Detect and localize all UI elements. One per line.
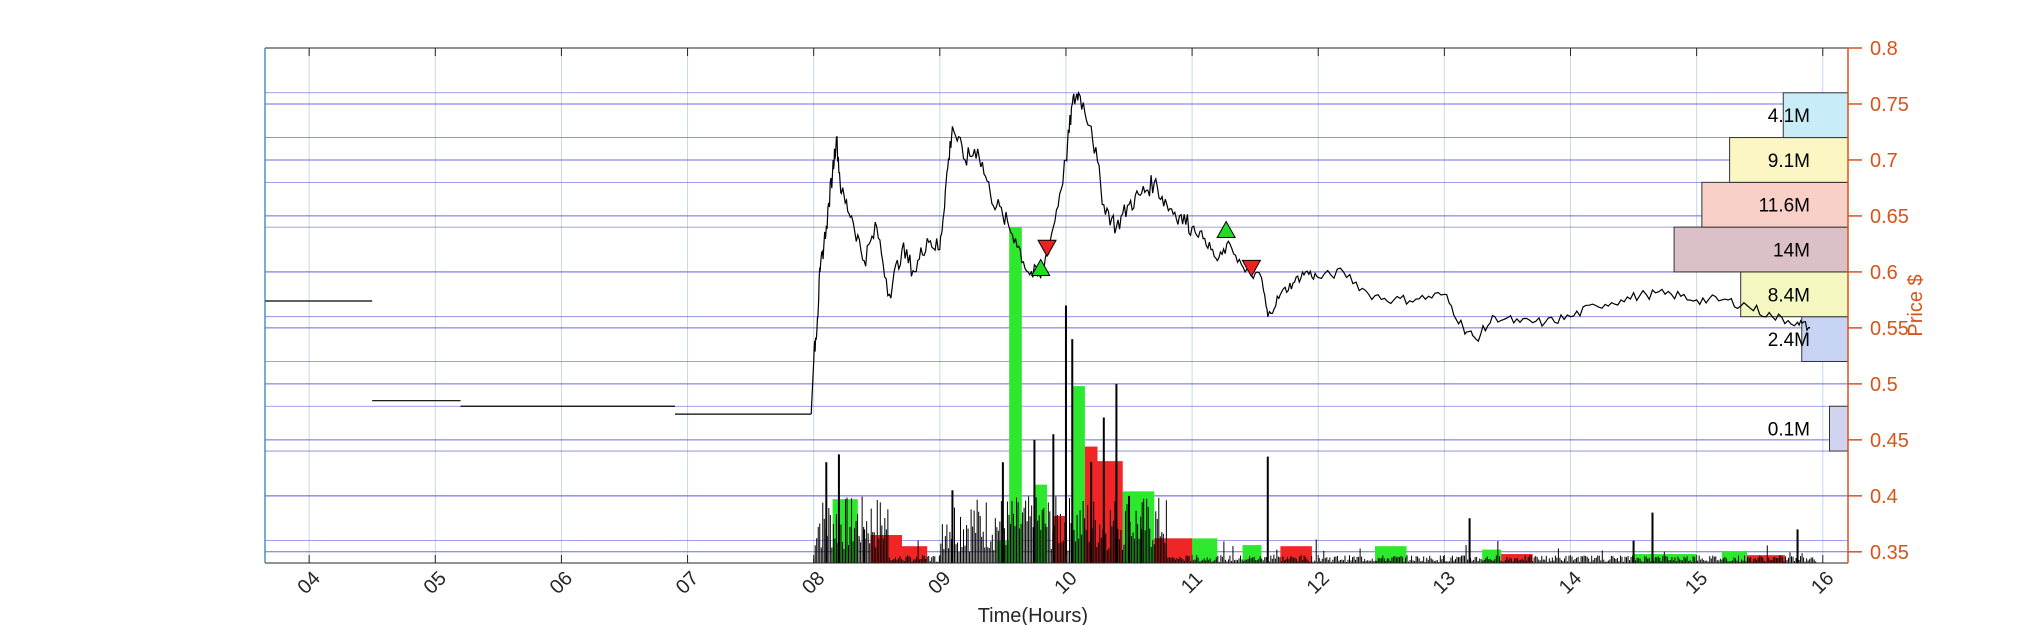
volume-profile-bar	[1701, 181, 1849, 228]
volume-profile-label: 11.6M	[1759, 196, 1810, 217]
volume-bar-buy	[1633, 554, 1697, 563]
volume-bar-sell	[1053, 515, 1066, 563]
volume-profile-label: 0.1M	[1768, 420, 1810, 441]
sell-marker	[1037, 239, 1057, 258]
sell-marker	[1241, 259, 1262, 278]
volume-bar-buy	[1721, 551, 1748, 563]
y-tick-label: 0.4	[1870, 486, 1898, 508]
volume-profile-bar	[1729, 137, 1849, 183]
y-tick-label: 0.65	[1870, 206, 1909, 228]
y-tick-label: 0.6	[1870, 262, 1898, 284]
volume-profile-bar	[1782, 92, 1849, 139]
volume-bar-sell	[1747, 555, 1785, 563]
y-axis-label: Price $	[1905, 274, 1927, 336]
y-tick-label: 0.7	[1870, 150, 1898, 172]
volume-profile-bar	[1801, 316, 1849, 362]
volume-profile-label: 14M	[1773, 241, 1810, 262]
volume-profile-bar	[1829, 405, 1849, 452]
volume-bar-buy	[1009, 227, 1022, 563]
volume-profile-label: 9.1M	[1768, 151, 1810, 172]
y-tick-label: 0.75	[1870, 94, 1909, 116]
volume-bar-buy	[1242, 545, 1262, 563]
buy-marker	[1030, 258, 1051, 277]
y-tick-label: 0.5	[1870, 374, 1898, 396]
volume-bar-sell	[1501, 554, 1533, 563]
buy-marker	[1216, 220, 1237, 238]
y-tick-label: 0.8	[1870, 38, 1898, 60]
price-line	[810, 90, 1811, 415]
volume-profile-label: 2.4M	[1768, 330, 1810, 351]
x-axis-label: Time(Hours)	[978, 605, 1088, 625]
volume-profile-label: 4.1M	[1768, 106, 1810, 127]
y-tick-label: 0.35	[1870, 542, 1909, 564]
volume-profile-label: 8.4M	[1768, 285, 1810, 306]
y-tick-label: 0.55	[1870, 318, 1909, 340]
volume-bar-buy	[1122, 491, 1155, 563]
volume-profile-bar	[1673, 226, 1849, 273]
volume-bar-sell	[901, 546, 928, 563]
y-tick-label: 0.45	[1870, 430, 1909, 452]
volume-bar-buy	[1072, 386, 1085, 563]
volume-profile-bar	[1740, 271, 1849, 318]
